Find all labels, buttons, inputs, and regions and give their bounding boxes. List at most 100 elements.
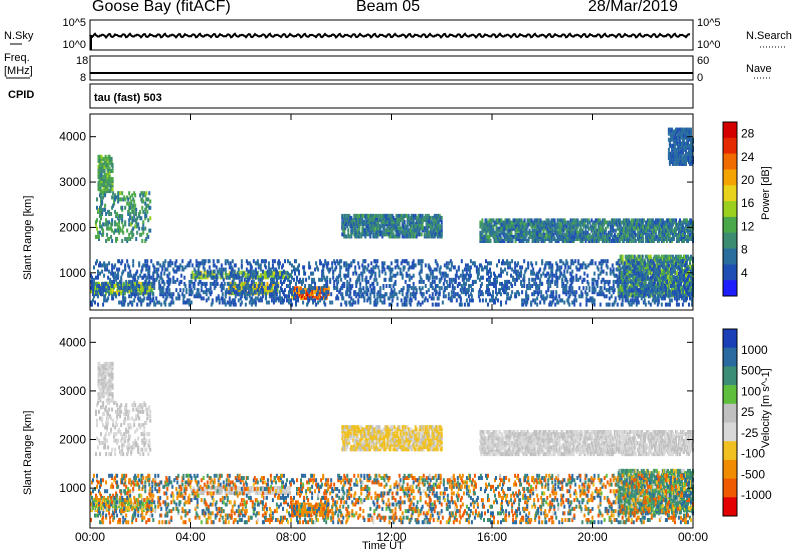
- echo-cell: [356, 228, 359, 233]
- echo-cell: [675, 271, 678, 275]
- echo-cell: [116, 237, 119, 241]
- echo-cell: [101, 209, 104, 214]
- echo-cell: [205, 281, 208, 286]
- echo-cell: [682, 222, 684, 227]
- echo-cell: [537, 218, 540, 223]
- echo-cell: [421, 224, 424, 229]
- echo-cell: [224, 267, 227, 272]
- echo-cell: [379, 224, 382, 229]
- echo-cell: [233, 298, 236, 303]
- echo-cell: [578, 230, 581, 235]
- echo-cell: [219, 275, 222, 280]
- echo-cell: [553, 218, 556, 223]
- echo-cell: [111, 222, 114, 227]
- echo-cell: [425, 218, 428, 222]
- echo-cell: [381, 213, 384, 218]
- echo-cell: [111, 181, 114, 186]
- echo-cell: [226, 300, 229, 305]
- echo-cell: [538, 232, 541, 237]
- cpid-value: tau (fast) 503: [94, 92, 162, 104]
- echo-cell: [381, 234, 384, 239]
- echo-cell: [400, 230, 403, 235]
- echo-cell: [100, 199, 102, 204]
- echo-cell: [652, 234, 655, 239]
- echo-cell: [184, 284, 187, 288]
- echo-cell: [400, 218, 403, 222]
- echo-cell: [276, 271, 279, 276]
- echo-cell: [490, 220, 493, 225]
- echo-cell: [368, 218, 371, 222]
- echo-cell: [111, 220, 114, 225]
- echo-cell: [483, 237, 486, 241]
- echo-cell: [531, 224, 534, 229]
- echo-cell: [133, 286, 136, 291]
- echo-cell: [610, 232, 613, 237]
- echo-cell: [440, 224, 443, 229]
- echo-cell: [517, 222, 520, 227]
- echo-cell: [237, 298, 240, 303]
- echo-cell: [120, 286, 123, 291]
- echo-cell: [103, 298, 106, 303]
- echo-cell: [99, 230, 101, 235]
- echo-cell: [609, 224, 612, 229]
- echo-cell: [111, 263, 114, 268]
- echo-cell: [209, 281, 212, 286]
- echo-cell: [614, 234, 617, 239]
- echo-cell: [114, 222, 117, 227]
- echo-cell: [132, 203, 135, 208]
- echo-cell: [225, 273, 228, 278]
- echo-cell: [116, 212, 119, 216]
- echo-cell: [96, 218, 98, 223]
- echo-cell: [195, 263, 198, 268]
- echo-cell: [102, 232, 105, 237]
- echo-cell: [151, 281, 154, 286]
- echo-cell: [240, 263, 243, 268]
- echo-cell: [106, 232, 109, 237]
- echo-cell: [526, 224, 529, 229]
- echo-cell: [277, 281, 280, 286]
- echo-cell: [421, 218, 424, 222]
- echo-cell: [141, 191, 144, 196]
- echo-cell: [191, 263, 194, 268]
- echo-cell: [126, 281, 129, 286]
- nsearch-tick-bottom: 10^0: [697, 39, 721, 51]
- echo-cell: [503, 230, 506, 235]
- echo-cell: [118, 267, 121, 272]
- echo-cell: [157, 273, 160, 278]
- echo-cell: [118, 292, 121, 297]
- echo-cell: [658, 232, 661, 237]
- echo-cell: [383, 224, 386, 229]
- echo-cell: [627, 218, 630, 223]
- echo-cell: [381, 220, 384, 225]
- echo-cell: [435, 218, 438, 222]
- echo-cell: [223, 281, 226, 286]
- echo-cell: [183, 300, 186, 305]
- echo-cell: [135, 286, 138, 291]
- echo-cell: [619, 224, 622, 229]
- echo-cell: [261, 281, 264, 286]
- echo-cell: [240, 300, 243, 305]
- echo-cell: [538, 224, 541, 229]
- echo-cell: [261, 269, 264, 274]
- cpid-panel-frame: [89, 83, 694, 109]
- echo-cell: [124, 288, 127, 293]
- echo-cell: [132, 232, 135, 237]
- echo-cell: [130, 201, 133, 206]
- echo-cell: [666, 275, 669, 280]
- echo-cell: [547, 224, 550, 229]
- echo-cell: [292, 286, 294, 291]
- echo-cell: [361, 218, 364, 222]
- echo-cell: [111, 187, 114, 192]
- echo-cell: [440, 220, 443, 225]
- echo-cell: [534, 224, 537, 229]
- echo-cell: [413, 230, 416, 235]
- echo-cell: [354, 226, 357, 231]
- echo-cell: [559, 222, 562, 227]
- echo-cell: [114, 193, 117, 198]
- echo-cell: [131, 234, 134, 239]
- echo-cell: [145, 191, 148, 196]
- echo-cell: [113, 230, 116, 235]
- nave-tick-bottom: 0: [697, 72, 703, 84]
- echo-cell: [166, 267, 169, 272]
- echo-cell: [554, 222, 557, 227]
